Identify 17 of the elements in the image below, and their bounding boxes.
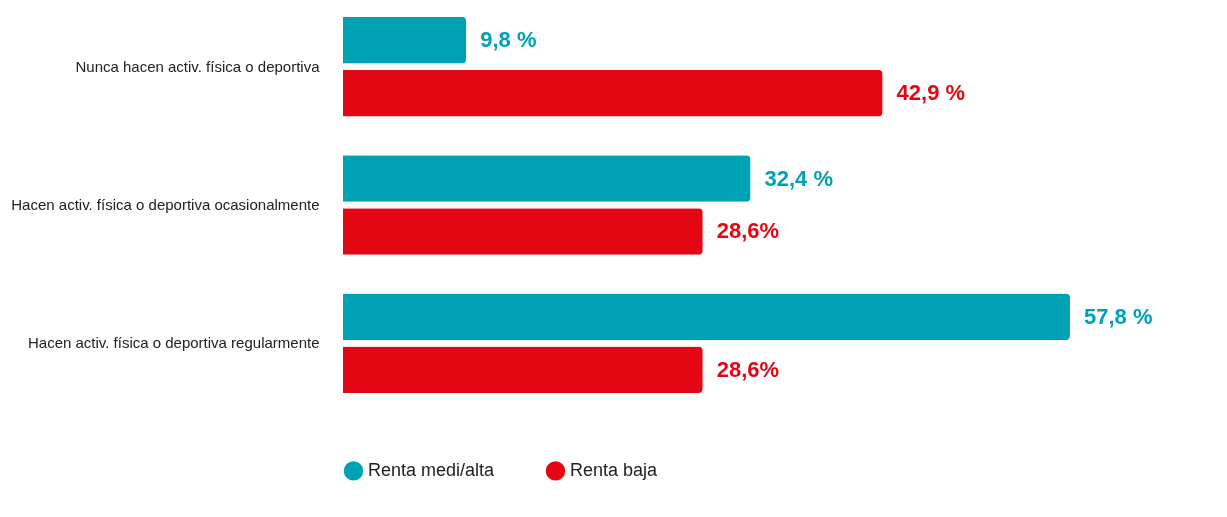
y-tick-label: Hacen activ. física o deportiva ocasionalmente	[11, 196, 320, 213]
data-label: 32,4 %	[764, 165, 834, 191]
legend-label: Renta baja	[570, 459, 659, 480]
data-label: 9,8 %	[480, 27, 537, 53]
bar	[343, 293, 1070, 341]
y-tick-label: Hacen activ. física o deportiva regularmente	[27, 334, 320, 352]
data-label: 28,6%	[716, 218, 780, 244]
legend-label: Renta medi/alta	[368, 459, 496, 480]
bar	[343, 346, 703, 394]
data-label: 42,9 %	[896, 80, 966, 106]
bar	[343, 69, 883, 117]
bar	[343, 16, 467, 64]
y-tick-label: Nunca hacen activ. física o deportiva	[75, 57, 321, 75]
data-label: 28,6%	[716, 356, 780, 382]
bar	[343, 155, 751, 202]
data-label: 57,8 %	[1084, 303, 1153, 329]
bar	[343, 208, 703, 255]
